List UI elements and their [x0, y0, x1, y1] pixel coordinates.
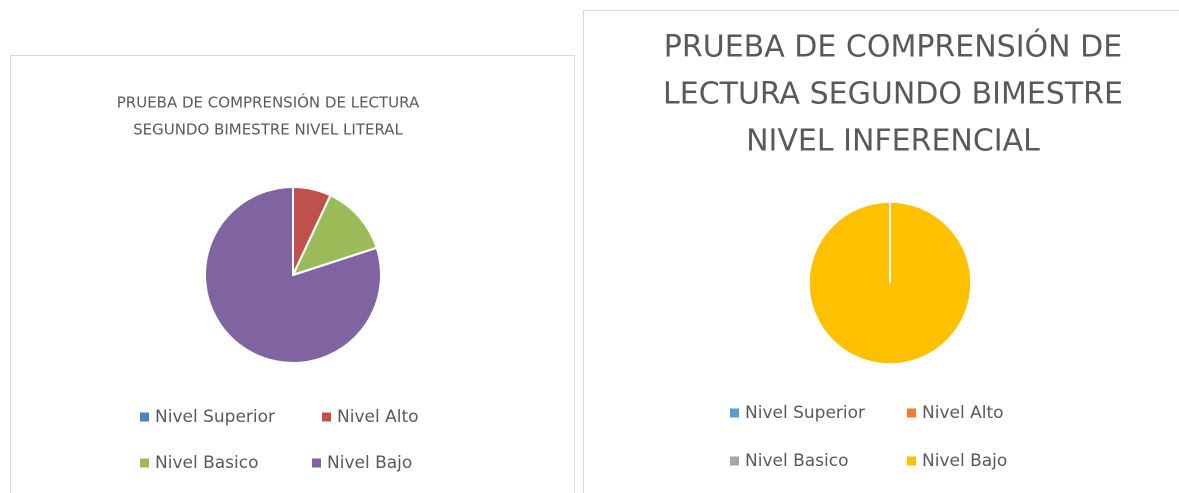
- legend-label: Nivel Basico: [745, 451, 849, 471]
- legend-label: Nivel Alto: [922, 403, 1004, 423]
- legend-swatch: [907, 456, 916, 466]
- legend-label: Nivel Superior: [155, 407, 275, 427]
- legend-swatch: [312, 458, 321, 468]
- legend-label: Nivel Superior: [745, 403, 865, 423]
- legend-label: Nivel Basico: [155, 453, 259, 473]
- legend-swatch: [322, 412, 331, 422]
- legend-swatch: [730, 408, 739, 418]
- legend-swatch: [140, 412, 149, 422]
- legend-label: Nivel Bajo: [922, 451, 1007, 471]
- legend-swatch: [730, 456, 739, 466]
- legend-label: Nivel Bajo: [327, 453, 412, 473]
- chart-title: NIVEL INFERENCIAL: [746, 124, 1040, 159]
- slice-border: [292, 246, 378, 276]
- legend-swatch: [907, 408, 916, 418]
- legend-label: Nivel Alto: [337, 407, 419, 427]
- pie-slice: [291, 194, 378, 277]
- chart-title: PRUEBA DE COMPRENSIÓN DE LECTURA: [117, 93, 420, 112]
- slice-border: [292, 194, 332, 276]
- chart-title: SEGUNDO BIMESTRE NIVEL LITERAL: [133, 121, 403, 139]
- chart-title: PRUEBA DE COMPRENSIÓN DE: [664, 28, 1122, 65]
- legend-swatch: [140, 458, 149, 468]
- chart-title: LECTURA SEGUNDO BIMESTRE: [663, 77, 1123, 112]
